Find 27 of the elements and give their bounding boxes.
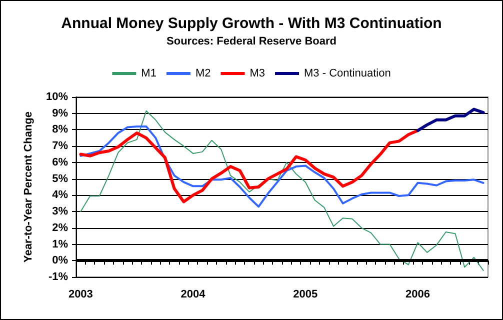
x-tick-label: 2003 [68, 288, 93, 300]
legend-label: M3 [250, 68, 266, 80]
y-tick-label: -1% [48, 271, 68, 283]
y-tick-label: 4% [52, 189, 68, 202]
y-tick-label: 7% [52, 140, 68, 152]
x-tick-label: 2004 [180, 288, 206, 300]
y-tick-label: 3% [52, 206, 68, 218]
y-axis-title: Year-to-Year Percent Change [22, 111, 34, 263]
chart-title: Annual Money Supply Growth - With M3 Continuation [61, 15, 442, 32]
line-series [416, 108, 485, 132]
y-tick-label: 5% [52, 172, 68, 185]
x-tick-label: 2006 [406, 288, 430, 300]
y-tick-label: 1% [52, 238, 68, 250]
legend-label: M2 [195, 68, 211, 80]
y-tick-label: 10% [46, 91, 68, 103]
line-series [80, 110, 484, 271]
line-series [80, 125, 484, 208]
y-tick-label: 9% [52, 107, 68, 120]
y-tick-label: 0% [52, 254, 68, 267]
legend-label: M1 [141, 68, 156, 80]
x-tick-label: 2005 [293, 288, 318, 300]
line-series [79, 129, 420, 204]
y-tick-label: 6% [52, 156, 68, 168]
chart-subtitle: Sources: Federal Reserve Board [166, 36, 336, 48]
y-tick-label: 2% [52, 222, 68, 234]
legend-label: M3 - Continuation [304, 68, 391, 80]
y-tick-label: 8% [52, 124, 68, 136]
